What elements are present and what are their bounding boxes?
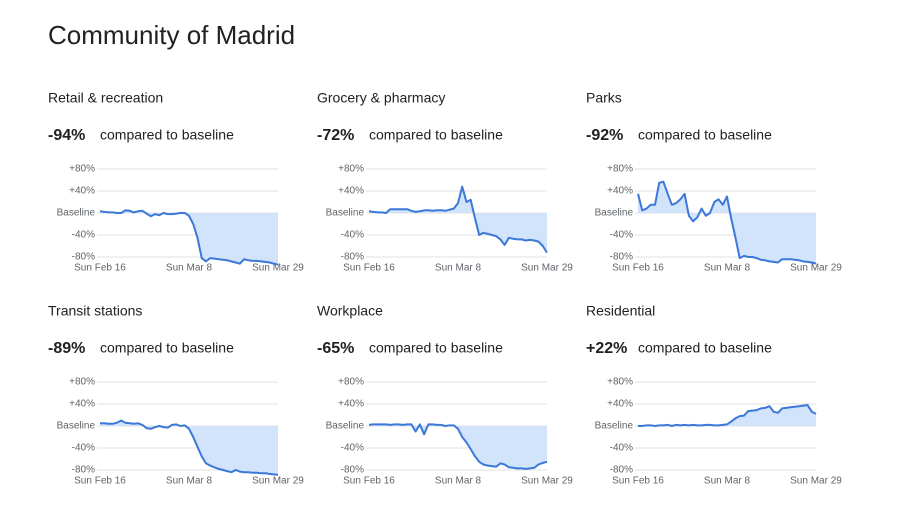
x-tick-label: Sun Mar 29 — [790, 263, 842, 274]
x-tick-label: Sun Mar 29 — [790, 476, 842, 487]
y-tick-label: -40% — [341, 443, 364, 454]
headline-value: -72% — [317, 127, 354, 144]
area — [100, 210, 278, 265]
y-tick-label: +80% — [607, 164, 633, 175]
y-tick-label: -80% — [341, 252, 364, 263]
y-tick-label: +80% — [69, 377, 95, 388]
headline-text: compared to baseline — [100, 340, 234, 356]
y-tick-label: +80% — [338, 164, 364, 175]
x-tick-label: Sun Mar 8 — [704, 476, 751, 487]
y-tick-label: +80% — [607, 377, 633, 388]
y-tick-label: Baseline — [57, 208, 96, 219]
line — [637, 180, 817, 265]
y-tick-label: -80% — [72, 465, 95, 476]
area — [369, 186, 547, 253]
x-tick-label: Sun Mar 8 — [166, 263, 213, 274]
y-tick-label: -80% — [610, 465, 633, 476]
line — [99, 209, 279, 266]
line — [368, 185, 548, 254]
y-tick-label: Baseline — [595, 421, 634, 432]
y-tick-label: -80% — [72, 252, 95, 263]
y-tick-label: +40% — [607, 399, 633, 410]
y-tick-label: +40% — [69, 186, 95, 197]
y-tick-label: Baseline — [595, 208, 634, 219]
x-tick-label: Sun Feb 16 — [612, 476, 664, 487]
headline-value: -94% — [48, 127, 85, 144]
line — [100, 419, 279, 476]
headline-text: compared to baseline — [100, 127, 234, 143]
y-tick-label: -80% — [610, 252, 633, 263]
headline-text: compared to baseline — [369, 340, 503, 356]
chart-title: Grocery & pharmacy — [317, 90, 445, 106]
page-title: Community of Madrid — [48, 20, 295, 50]
chart-title: Parks — [586, 90, 622, 106]
y-tick-label: +40% — [607, 186, 633, 197]
x-tick-label: Sun Feb 16 — [74, 263, 126, 274]
y-tick-label: -80% — [341, 465, 364, 476]
x-tick-label: Sun Mar 8 — [435, 476, 482, 487]
x-tick-label: Sun Mar 29 — [521, 476, 573, 487]
x-tick-label: Sun Feb 16 — [343, 263, 395, 274]
x-tick-label: Sun Mar 29 — [252, 476, 304, 487]
x-tick-label: Sun Mar 8 — [166, 476, 213, 487]
chart-title: Workplace — [317, 303, 383, 319]
x-tick-label: Sun Feb 16 — [612, 263, 664, 274]
x-tick-label: Sun Mar 8 — [435, 263, 482, 274]
area — [369, 424, 547, 469]
y-tick-label: +40% — [69, 399, 95, 410]
y-tick-label: +80% — [338, 377, 364, 388]
x-tick-label: Sun Mar 29 — [252, 263, 304, 274]
chart-title: Residential — [586, 303, 655, 319]
headline-text: compared to baseline — [638, 340, 772, 356]
headline-value: +22% — [586, 340, 627, 357]
headline-text: compared to baseline — [638, 127, 772, 143]
headline-value: -89% — [48, 340, 85, 357]
x-tick-label: Sun Feb 16 — [343, 476, 395, 487]
x-tick-label: Sun Feb 16 — [74, 476, 126, 487]
y-tick-label: -40% — [610, 230, 633, 241]
y-tick-label: Baseline — [326, 208, 365, 219]
x-tick-label: Sun Mar 8 — [704, 263, 751, 274]
area — [638, 181, 816, 264]
area — [100, 420, 278, 475]
chart-title: Retail & recreation — [48, 90, 163, 106]
x-tick-label: Sun Mar 29 — [521, 263, 573, 274]
y-tick-label: Baseline — [326, 421, 365, 432]
chart-title: Transit stations — [48, 303, 142, 319]
line — [638, 404, 817, 427]
headline-text: compared to baseline — [369, 127, 503, 143]
y-tick-label: -40% — [610, 443, 633, 454]
headline-value: -92% — [586, 127, 623, 144]
y-tick-label: +80% — [69, 164, 95, 175]
y-tick-label: Baseline — [57, 421, 96, 432]
line — [368, 423, 548, 470]
y-tick-label: +40% — [338, 186, 364, 197]
y-tick-label: -40% — [341, 230, 364, 241]
y-tick-label: -40% — [72, 230, 95, 241]
headline-value: -65% — [317, 340, 354, 357]
y-tick-label: +40% — [338, 399, 364, 410]
y-tick-label: -40% — [72, 443, 95, 454]
